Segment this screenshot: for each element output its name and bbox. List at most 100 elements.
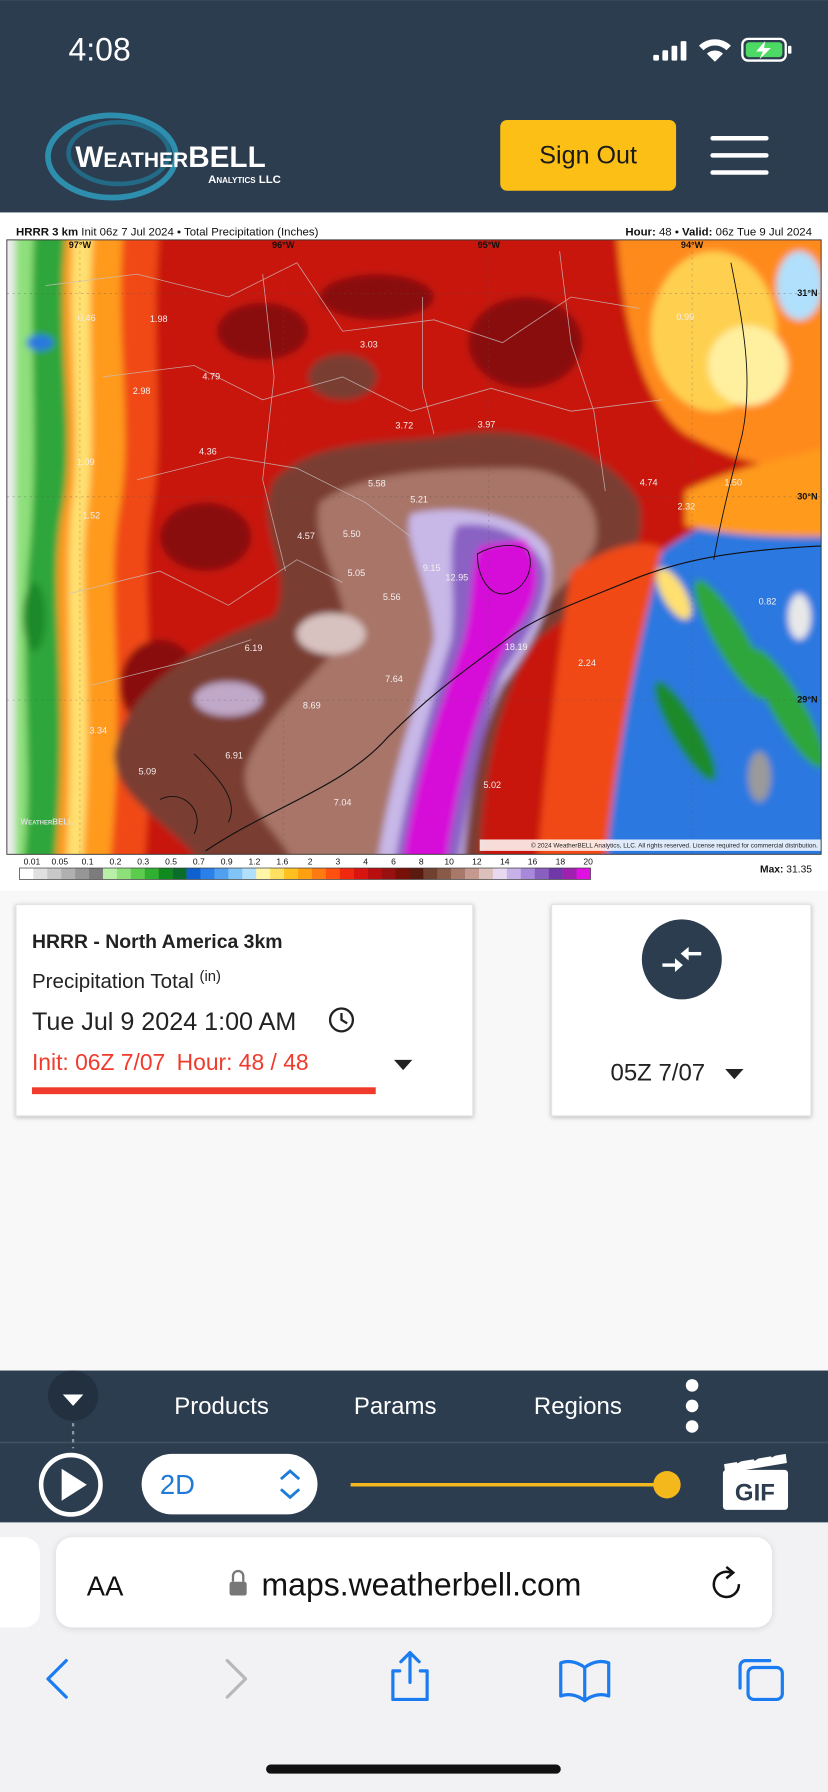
reload-button[interactable] bbox=[712, 1566, 741, 1599]
precip-value-label: 3.97 bbox=[478, 419, 496, 429]
colorbar-label: 0.5 bbox=[165, 857, 177, 867]
sign-out-label[interactable]: Sign Out bbox=[539, 141, 637, 169]
precip-value-label: 7.64 bbox=[385, 674, 403, 684]
hour-value: 48 • bbox=[659, 226, 679, 238]
colorbar-swatch bbox=[270, 868, 285, 880]
colorbar-swatch bbox=[395, 868, 410, 880]
colorbar-swatch bbox=[325, 868, 340, 880]
text-size-button[interactable]: AA bbox=[87, 1571, 124, 1602]
precip-value-label: 18.19 bbox=[505, 642, 528, 652]
colorbar-label: 20 bbox=[583, 857, 593, 867]
param-unit: (in) bbox=[200, 969, 221, 985]
slider-knob[interactable] bbox=[653, 1471, 681, 1499]
precip-map: 97°W 96°W 95°W 94°W 31°N 30°N 29°N 0.46 1.98 3.03… bbox=[6, 239, 822, 855]
colorbar-label: 2 bbox=[308, 857, 313, 867]
colorbar-swatch bbox=[200, 868, 215, 880]
clock-icon bbox=[328, 1007, 355, 1033]
init-text: Init: 06Z 7/07 bbox=[32, 1049, 165, 1075]
param-name: Precipitation Total bbox=[32, 970, 194, 993]
compare-button[interactable] bbox=[641, 919, 722, 1000]
map-subtitle: Init 06z 7 Jul 2024 • Total Precipitatio… bbox=[81, 226, 318, 238]
precip-value-label: 0.99 bbox=[676, 312, 694, 322]
colorbar-label: 0.1 bbox=[82, 857, 94, 867]
precip-value-label: 6.19 bbox=[245, 643, 263, 653]
init-dropdown[interactable] bbox=[394, 1059, 413, 1071]
share-button[interactable] bbox=[391, 1651, 429, 1702]
colorbar-swatch bbox=[381, 868, 396, 880]
precip-value-label: 5.02 bbox=[483, 780, 501, 790]
colorbar-swatch bbox=[562, 868, 577, 880]
colorbar-swatch bbox=[102, 868, 118, 880]
logo-weather: Weather bbox=[75, 141, 188, 174]
colorbar-label: 18 bbox=[556, 857, 566, 867]
gif-button[interactable]: GIF bbox=[722, 1450, 789, 1510]
colorbar-label: 16 bbox=[528, 857, 538, 867]
forward-button[interactable] bbox=[225, 1659, 248, 1699]
colorbar-swatch bbox=[479, 868, 494, 880]
lock-icon bbox=[229, 1569, 247, 1596]
play-button[interactable] bbox=[38, 1452, 103, 1517]
colorbar-swatch bbox=[116, 868, 132, 880]
compare-run[interactable]: 05Z 7/07 bbox=[611, 1059, 706, 1086]
tabs-button[interactable] bbox=[738, 1659, 784, 1702]
init-hour: Init: 06Z 7/07 Hour: 48 / 48 bbox=[32, 1049, 309, 1075]
precip-value-label: 3.03 bbox=[360, 339, 378, 349]
precip-value-label: 3.72 bbox=[395, 420, 413, 430]
prev-tab[interactable] bbox=[0, 1537, 40, 1628]
bookmarks-button[interactable] bbox=[559, 1659, 611, 1703]
mode-select[interactable] bbox=[141, 1453, 318, 1515]
colorbar-swatch bbox=[158, 868, 173, 880]
precip-value-label: 0.82 bbox=[759, 596, 777, 606]
toolbar-tab[interactable]: Regions bbox=[534, 1393, 622, 1420]
colorbar-swatch bbox=[311, 868, 327, 880]
compare-dropdown[interactable] bbox=[725, 1069, 744, 1080]
menu-button[interactable] bbox=[710, 135, 769, 175]
precip-value-label: 5.56 bbox=[383, 592, 401, 602]
model-name: HRRR - North America 3km bbox=[32, 931, 283, 953]
latitude-label: 30°N bbox=[797, 491, 817, 501]
valid-time: Tue Jul 9 2024 1:00 AM bbox=[32, 1008, 296, 1036]
colorbar-swatch bbox=[256, 868, 271, 880]
valid-label: Valid: bbox=[682, 226, 712, 238]
colorbar-swatch bbox=[75, 868, 90, 880]
colorbar-label: 0.3 bbox=[137, 857, 149, 867]
colorbar-swatch bbox=[284, 868, 299, 880]
colorbar-swatch bbox=[130, 868, 145, 880]
max-text: Max: 31.35 bbox=[760, 865, 812, 876]
map-title-left: HRRR 3 km Init 06z 7 Jul 2024 • Total Pr… bbox=[16, 226, 319, 238]
precip-value-label: 1.52 bbox=[82, 511, 100, 521]
colorbar-swatch bbox=[465, 868, 480, 880]
colorbar-label: 3 bbox=[335, 857, 340, 867]
mode-value[interactable]: 2D bbox=[160, 1469, 195, 1500]
toolbar-tab[interactable]: Params bbox=[354, 1393, 437, 1420]
precip-value-label: 5.50 bbox=[343, 529, 361, 539]
logo-tagline: Analytics LLC bbox=[208, 174, 281, 186]
toolbar-bg bbox=[0, 1370, 828, 1523]
colorbar-label: 6 bbox=[391, 857, 396, 867]
url-field[interactable] bbox=[55, 1537, 773, 1628]
param-text: Precipitation Total (in) bbox=[32, 969, 221, 993]
colorbar-swatch bbox=[353, 868, 368, 880]
map-watermark: WeatherBELL bbox=[21, 818, 74, 827]
map-frame bbox=[6, 239, 822, 855]
colorbar-label: 0.2 bbox=[109, 857, 121, 867]
colorbar-swatch bbox=[409, 868, 424, 880]
precip-value-label: 12.95 bbox=[445, 572, 468, 582]
map-model: HRRR 3 km bbox=[16, 226, 78, 238]
toolbar-tab[interactable]: Products bbox=[174, 1393, 269, 1420]
colorbar-swatch bbox=[423, 868, 438, 880]
longitude-label: 94°W bbox=[681, 240, 704, 250]
colorbar-swatch bbox=[437, 868, 452, 880]
hour-text: Hour: 48 / 48 bbox=[177, 1049, 309, 1075]
colorbar-swatch bbox=[339, 868, 354, 880]
logo: WeatherBELL Analytics LLC bbox=[45, 112, 281, 201]
precip-value-label: 4.74 bbox=[640, 478, 658, 488]
map-copyright: © 2024 WeatherBELL Analytics, LLC. All r… bbox=[531, 841, 818, 849]
more-button[interactable] bbox=[685, 1379, 699, 1433]
precip-value-label: 1.98 bbox=[150, 314, 168, 324]
precip-value-label: 4.79 bbox=[202, 371, 220, 381]
gif-label[interactable]: GIF bbox=[735, 1480, 775, 1507]
back-button[interactable] bbox=[46, 1659, 68, 1699]
sign-out-button[interactable] bbox=[500, 119, 677, 191]
